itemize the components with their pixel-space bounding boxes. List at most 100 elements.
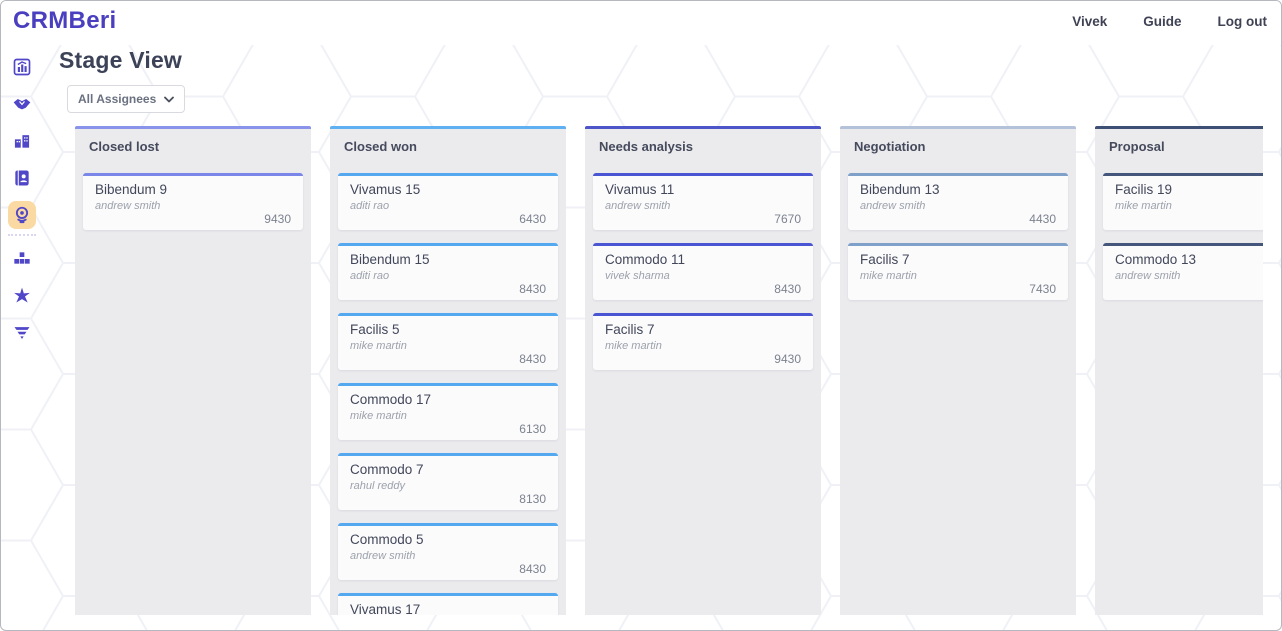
sidebar-item-companies[interactable]	[8, 127, 36, 155]
deal-title: Bibendum 13	[860, 182, 940, 197]
stacked-boxes-icon	[12, 249, 32, 269]
deal-title: Commodo 7	[350, 462, 424, 477]
deal-value: 8430	[519, 282, 546, 296]
column-cards: Vivamus 15 aditi rao 6430 Bibendum 15 ad…	[330, 155, 566, 615]
board-column: Closed won Vivamus 15 aditi rao 6430 Bib…	[330, 126, 566, 615]
nav-logout[interactable]: Log out	[1217, 13, 1267, 29]
deal-card[interactable]: Vivamus 17 rahul reddy 5430	[338, 593, 558, 615]
layout: Stage View All Assignees Closed lost Bib…	[1, 41, 1281, 630]
deal-value	[1115, 213, 1263, 226]
board-column: Negotiation Bibendum 13 andrew smith 443…	[840, 126, 1076, 615]
board-column: Proposal Facilis 19 mike martin Commodo …	[1095, 126, 1263, 615]
bar-chart-icon	[12, 57, 32, 77]
deal-card[interactable]: Facilis 5 mike martin 8430	[338, 313, 558, 370]
deal-value: 8430	[774, 282, 801, 296]
deal-title: Facilis 7	[860, 252, 910, 267]
sidebar-item-funnel[interactable]	[8, 319, 36, 347]
deal-value: 8430	[519, 352, 546, 366]
deal-value: 8430	[519, 562, 546, 576]
deal-card[interactable]: Vivamus 15 aditi rao 6430	[338, 173, 558, 230]
deal-value: 8130	[519, 492, 546, 506]
contact-book-icon	[12, 168, 32, 188]
chevron-down-icon	[164, 96, 174, 103]
sidebar-item-sources[interactable]	[8, 282, 36, 310]
deal-title: Commodo 5	[350, 532, 424, 547]
deal-title: Bibendum 15	[350, 252, 430, 267]
deal-value: 9430	[774, 352, 801, 366]
deal-card[interactable]: Bibendum 13 andrew smith 4430	[848, 173, 1068, 230]
app-logo[interactable]: CRMBeri	[13, 7, 117, 34]
deal-card[interactable]: Facilis 7 mike martin 7430	[848, 243, 1068, 300]
webcam-icon	[12, 205, 32, 225]
shuriken-icon	[12, 286, 32, 306]
deal-value: 4430	[1029, 212, 1056, 226]
deal-title: Vivamus 17	[350, 602, 421, 615]
active-item-perforation	[8, 234, 36, 236]
deal-card[interactable]: Bibendum 15 aditi rao 8430	[338, 243, 558, 300]
deal-value	[1115, 283, 1263, 296]
column-title: Closed won	[344, 139, 417, 154]
column-cards: Bibendum 9 andrew smith 9430	[75, 155, 311, 242]
deal-assignee: andrew smith	[1115, 270, 1181, 282]
column-cards: Facilis 19 mike martin Commodo 13 andrew…	[1095, 155, 1263, 312]
deal-assignee: andrew smith	[95, 200, 161, 212]
deal-title: Commodo 17	[350, 392, 432, 407]
sidebar-item-analytics[interactable]	[8, 53, 36, 81]
sidebar	[1, 41, 43, 630]
deal-title: Commodo 11	[605, 252, 686, 267]
funnel-icon	[12, 323, 32, 343]
deal-title: Facilis 19	[1115, 182, 1173, 197]
sidebar-item-pipeline[interactable]	[8, 245, 36, 273]
board-column: Closed lost Bibendum 9 andrew smith 9430	[75, 126, 311, 615]
top-nav: Vivek Guide Log out	[1072, 14, 1267, 29]
sidebar-item-contacts[interactable]	[8, 164, 36, 192]
deal-value: 6130	[519, 422, 546, 436]
board-column: Needs analysis Vivamus 11 andrew smith 7…	[585, 126, 821, 615]
main-content: Stage View All Assignees Closed lost Bib…	[43, 41, 1281, 630]
handshake-icon	[12, 94, 32, 114]
deal-title: Vivamus 11	[605, 182, 675, 197]
deal-title: Bibendum 9	[95, 182, 168, 197]
deal-card[interactable]: Commodo 11 vivek sharma 8430	[593, 243, 813, 300]
column-cards: Vivamus 11 andrew smith 7670 Commodo 11 …	[585, 155, 821, 382]
buildings-icon	[12, 131, 32, 151]
deal-assignee: rahul reddy	[350, 480, 406, 492]
deal-assignee: mike martin	[350, 410, 407, 422]
deal-card[interactable]: Commodo 13 andrew smith	[1103, 243, 1263, 300]
deal-assignee: mike martin	[605, 340, 662, 352]
deal-title: Facilis 7	[605, 322, 655, 337]
deal-title: Facilis 5	[350, 322, 400, 337]
top-bar: CRMBeri Vivek Guide Log out	[1, 1, 1281, 41]
deal-card[interactable]: Facilis 19 mike martin	[1103, 173, 1263, 230]
assignee-filter-dropdown[interactable]: All Assignees	[67, 85, 185, 113]
deal-assignee: aditi rao	[350, 270, 390, 282]
deal-assignee: andrew smith	[350, 550, 416, 562]
column-title: Needs analysis	[599, 139, 693, 154]
deal-value: 6430	[519, 212, 546, 226]
deal-assignee: mike martin	[1115, 200, 1172, 212]
deal-value: 7670	[774, 212, 801, 226]
deal-card[interactable]: Facilis 7 mike martin 9430	[593, 313, 813, 370]
column-title: Proposal	[1109, 139, 1165, 154]
deal-assignee: mike martin	[350, 340, 407, 352]
column-cards: Bibendum 13 andrew smith 4430 Facilis 7 …	[840, 155, 1076, 312]
sidebar-item-deals[interactable]	[8, 90, 36, 118]
deal-assignee: vivek sharma	[605, 270, 670, 282]
deal-assignee: mike martin	[860, 270, 917, 282]
stage-board: Closed lost Bibendum 9 andrew smith 9430…	[75, 126, 1263, 615]
deal-card[interactable]: Vivamus 11 andrew smith 7670	[593, 173, 813, 230]
nav-guide[interactable]: Guide	[1143, 13, 1182, 29]
deal-value: 9430	[264, 212, 291, 226]
sidebar-item-stage-view[interactable]	[8, 201, 36, 229]
assignee-filter-value: All Assignees	[78, 92, 157, 106]
deal-card[interactable]: Commodo 7 rahul reddy 8130	[338, 453, 558, 510]
deal-assignee: andrew smith	[605, 200, 671, 212]
column-title: Closed lost	[89, 139, 160, 154]
deal-assignee: aditi rao	[350, 200, 390, 212]
deal-card[interactable]: Commodo 17 mike martin 6130	[338, 383, 558, 440]
nav-user[interactable]: Vivek	[1072, 13, 1108, 29]
page-title: Stage View	[59, 47, 183, 73]
deal-card[interactable]: Bibendum 9 andrew smith 9430	[83, 173, 303, 230]
deal-card[interactable]: Commodo 5 andrew smith 8430	[338, 523, 558, 580]
